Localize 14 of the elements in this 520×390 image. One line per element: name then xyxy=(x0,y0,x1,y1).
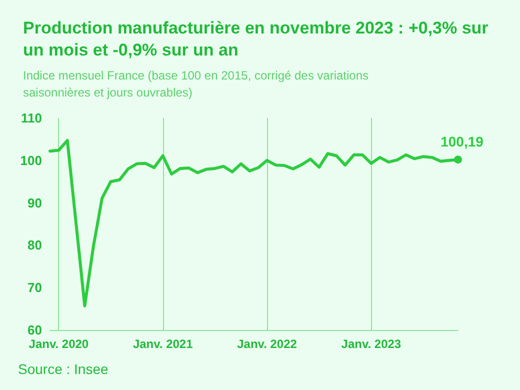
y-tick-label: 90 xyxy=(28,195,42,210)
source-note: Source : Insee xyxy=(18,361,108,377)
data-label: 100,19 xyxy=(440,134,484,150)
y-tick-label: 80 xyxy=(28,238,42,253)
y-tick-label: 70 xyxy=(28,280,42,296)
y-tick-label: 100 xyxy=(20,152,42,168)
chart-title: Production manufacturière en novembre 2023 : +0,3% sur un mois et -0,9% sur un an xyxy=(23,18,494,60)
x-tick-label: Janv. 2020 xyxy=(28,337,89,351)
y-tick-label: 60 xyxy=(28,322,42,338)
x-tick-label: Janv. 2021 xyxy=(132,337,194,351)
x-tick-label: Janv. 2022 xyxy=(237,337,298,351)
y-tick-label: 110 xyxy=(21,110,42,126)
x-tick-label: Janv. 2023 xyxy=(341,337,402,351)
chart-subtitle: Indice mensuel France (base 100 en 2015, corrigé des variations saisonnières et jours ouvrables) xyxy=(23,68,372,100)
